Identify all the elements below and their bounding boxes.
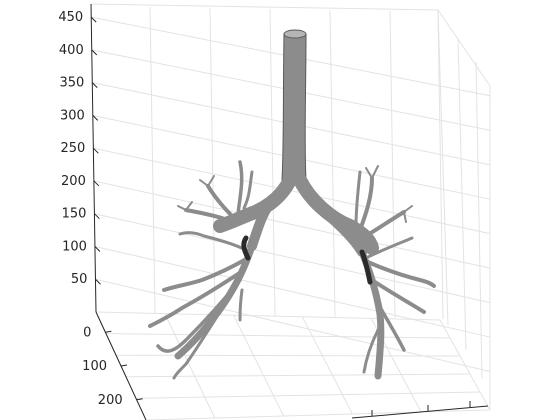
floor-gridline-row-5 [145, 409, 491, 420]
back-wall-vline-2 [269, 9, 276, 316]
floor-gridline-row-2 [115, 354, 461, 357]
left-lower-branch-a [162, 256, 250, 292]
left-main-bronchus [213, 173, 297, 233]
floor-gridline-col-1 [164, 313, 216, 419]
right-upper-branch-b [364, 210, 406, 238]
side-wall-vline-1 [457, 37, 467, 351]
floor-gridline-col-2 [233, 314, 285, 417]
z-tick-400 [91, 49, 98, 56]
y-tick-0 [105, 330, 112, 333]
floor-gridline-row-3 [125, 373, 471, 378]
right-lower-branch-a [366, 260, 436, 288]
right-lower-branch-e [362, 328, 380, 374]
left-lower-branch-b [148, 268, 246, 328]
z-tick-label-50: 50 [71, 272, 88, 287]
right-lower-dark-node [359, 249, 373, 285]
back-wall-vline-5 [437, 11, 444, 319]
back-wall-vline-1 [209, 8, 216, 315]
z-tick-label-300: 300 [60, 108, 85, 123]
z-tick-label-150: 150 [62, 207, 87, 222]
left-lower-branch-d [178, 231, 248, 252]
right-lower-branch-d [364, 236, 414, 260]
left-lower-branch-c [156, 278, 242, 353]
left-lower-branch-f [172, 294, 232, 380]
z-tick-250 [92, 147, 99, 154]
right-upper-branch-c [354, 170, 362, 228]
left-lower-bronchus-upper [247, 195, 277, 251]
right-main-bronchus [293, 173, 379, 255]
right-lower-branch-b [370, 278, 426, 314]
tick-labels: 50 100 150 200 250 300 350 400 450 0 100 200 [58, 10, 122, 408]
floor-gridline-col-5 [439, 319, 491, 411]
z-tick-label-350: 350 [59, 76, 84, 91]
z-tick-label-400: 400 [59, 43, 84, 58]
z-tick-label-100: 100 [62, 239, 87, 254]
left-lower-dark-node [241, 235, 251, 261]
y-tick-100 [120, 364, 128, 367]
left-lower-trunk [174, 242, 256, 360]
floor-gridline-row-4 [135, 391, 481, 399]
right-lower-trunk [358, 248, 385, 380]
z-tick-label-200: 200 [61, 174, 86, 189]
z-tick-label-250: 250 [61, 141, 86, 156]
floor-gridline-row-1 [105, 333, 451, 339]
y-tick-200 [136, 398, 143, 401]
trachea [281, 33, 307, 181]
right-lower-bronchus-upper [313, 201, 367, 257]
right-upper-branch-a [358, 176, 374, 232]
back-wall-gridline-3 [93, 180, 491, 269]
side-wall-vline-2 [475, 61, 483, 379]
z-tick-450 [90, 16, 97, 23]
z-tick-50 [95, 278, 101, 285]
left-upper-branch-a [206, 184, 236, 220]
y-tick-label-200: 200 [98, 393, 123, 408]
z-tick-100 [94, 246, 101, 252]
z-axis-line [90, 3, 97, 313]
x-axis-line [351, 405, 489, 419]
grid-layer [90, 3, 491, 420]
y-tick-label-100: 100 [82, 359, 107, 374]
back-wall-gridline-1 [94, 245, 491, 338]
left-upper-branch-d [242, 170, 254, 210]
left-lower-branch-e [238, 288, 244, 322]
z-tick-label-450: 450 [58, 10, 83, 25]
z-tick-350 [91, 82, 98, 88]
back-wall-vline-3 [329, 10, 336, 317]
left-upper-branch-c [236, 160, 244, 216]
z-tick-200 [93, 180, 100, 187]
left-upper-branch-b [184, 208, 230, 222]
trachea-top-cap [283, 29, 307, 39]
top-frame-edge [90, 3, 491, 87]
floor-gridline-col-3 [301, 316, 353, 415]
right-upper-twigs [365, 165, 413, 223]
back-wall-gridline-2 [94, 213, 491, 304]
right-lower-branch-c [374, 298, 406, 352]
z-tick-300 [92, 115, 99, 121]
back-wall-vline-0 [149, 6, 156, 314]
side-wall-vline-0 [437, 9, 449, 326]
back-wall-vline-4 [389, 11, 396, 318]
z-tick-150 [94, 213, 100, 220]
airway-tree-surface [148, 29, 436, 380]
axes-layer [90, 3, 489, 420]
y-tick-label-0: 0 [83, 325, 91, 340]
left-upper-twigs [177, 175, 215, 211]
